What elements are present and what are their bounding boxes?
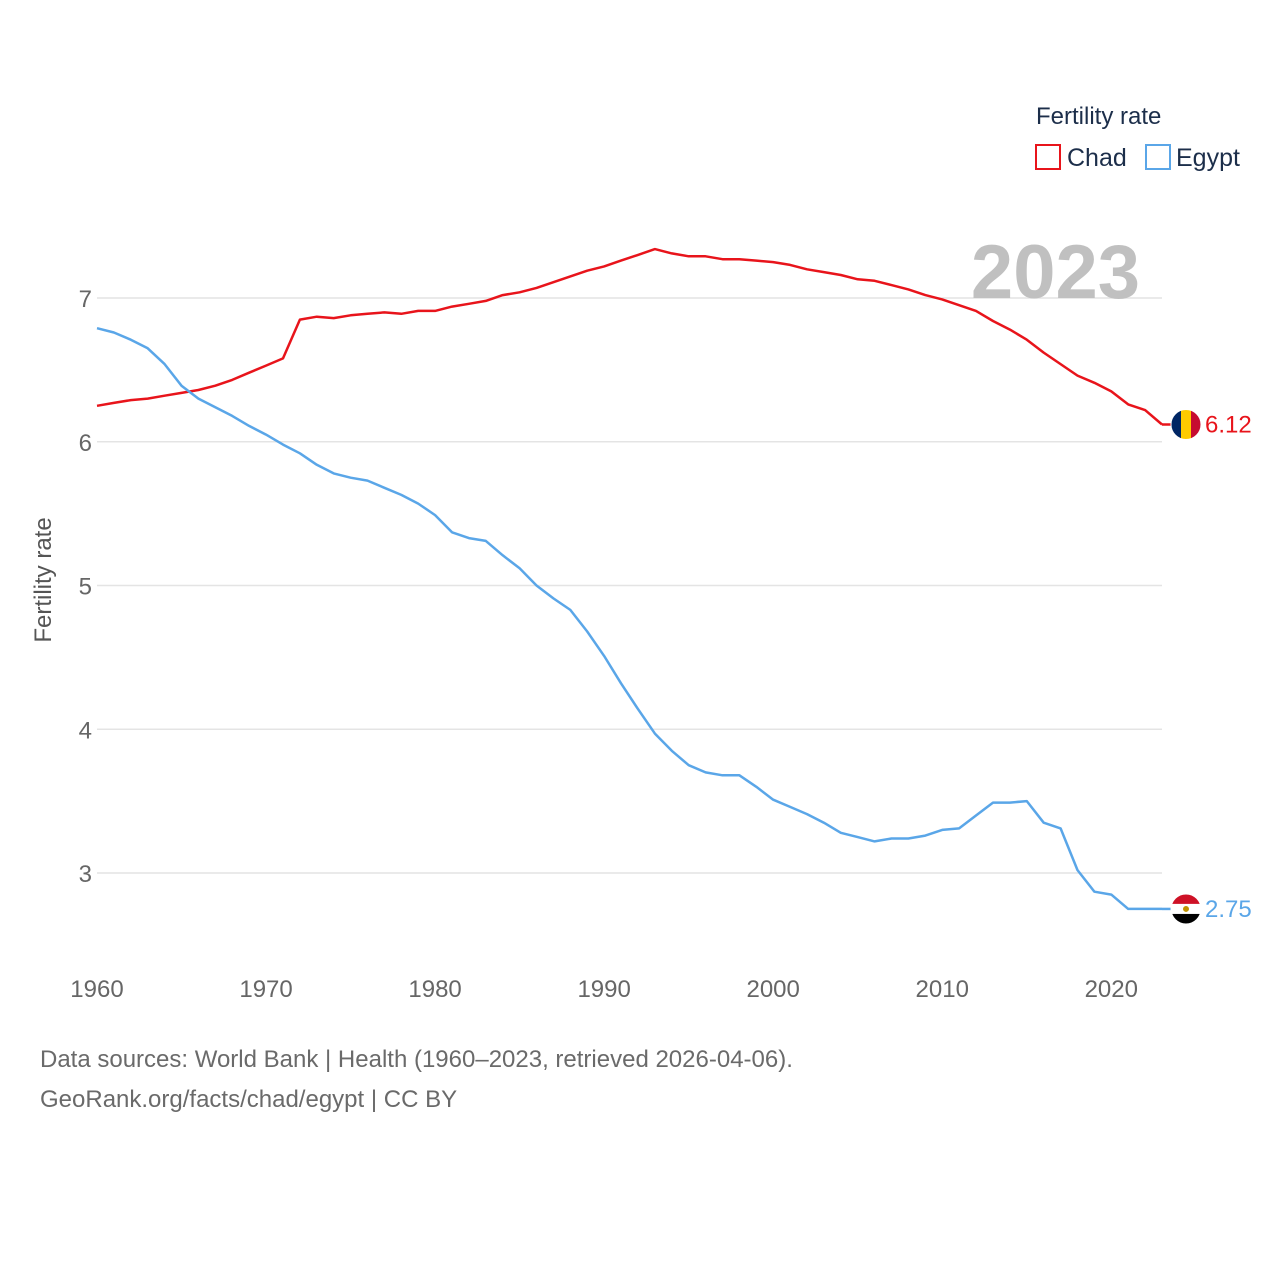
legend-label-chad[interactable]: Chad: [1067, 144, 1127, 172]
y-axis-label: Fertility rate: [30, 517, 57, 642]
x-tick-label-2020: 2020: [1085, 976, 1138, 1003]
x-tick-label-1970: 1970: [239, 976, 292, 1003]
axes: 3 4 5 6 7 1960 1970 1980 1990 2000 2010 2020 Fertili…: [30, 286, 1138, 1003]
chad-flag-icon: [1170, 409, 1202, 440]
fertility-chart: 3 4 5 6 7 1960 1970 1980 1990 2000 2010 2020 Fertili…: [30, 103, 1252, 1003]
legend[interactable]: Fertility rate Chad Egypt: [1035, 103, 1240, 172]
y-tick-label-6: 6: [79, 430, 92, 457]
y-tick-label-5: 5: [79, 574, 92, 601]
series-line-egypt[interactable]: [96, 326, 1162, 911]
year-watermark: 2023: [971, 230, 1140, 315]
legend-label-egypt[interactable]: Egypt: [1176, 144, 1240, 172]
end-value-label-egypt: 2.75: [1205, 896, 1252, 923]
x-tick-label-2010: 2010: [916, 976, 969, 1003]
legend-title: Fertility rate: [1036, 103, 1161, 130]
series-line-chad[interactable]: [96, 247, 1163, 426]
data-sources-note: Data sources: World Bank | Health (1960–…: [40, 1046, 793, 1073]
end-value-label-chad: 6.12: [1205, 412, 1252, 439]
x-tick-label-1990: 1990: [577, 976, 630, 1003]
x-tick-label-1980: 1980: [408, 976, 461, 1003]
footer: Data sources: World Bank | Health (1960–…: [40, 1040, 793, 1120]
x-tick-label-2000: 2000: [746, 976, 799, 1003]
egypt-flag-icon: [1170, 893, 1202, 925]
legend-swatch-chad[interactable]: [1035, 144, 1061, 170]
source-link[interactable]: GeoRank.org/facts/chad/egypt | CC BY: [40, 1086, 458, 1113]
y-tick-label-4: 4: [79, 717, 92, 744]
series-lines: [96, 247, 1163, 911]
x-tick-label-1960: 1960: [70, 976, 123, 1003]
gridlines: [97, 297, 1162, 874]
legend-swatch-egypt[interactable]: [1145, 144, 1171, 170]
y-tick-label-7: 7: [79, 286, 92, 313]
end-markers: 6.12 2.75: [1162, 409, 1252, 925]
y-tick-label-3: 3: [79, 861, 92, 888]
